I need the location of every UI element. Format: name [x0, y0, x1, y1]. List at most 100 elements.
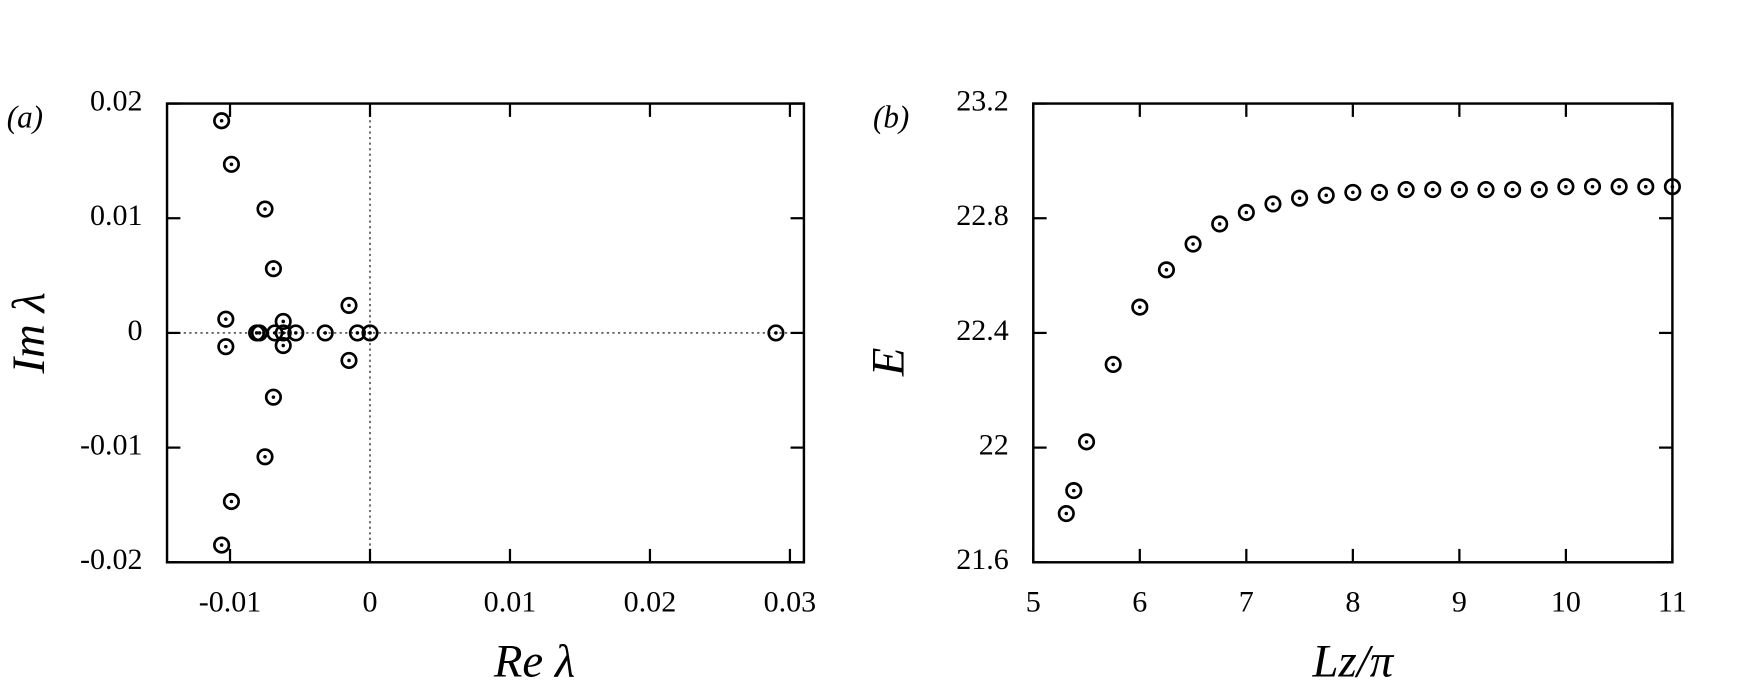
point	[1211, 215, 1229, 233]
x-tick-label: 9	[1452, 585, 1467, 619]
point-center	[1217, 222, 1222, 226]
y-tick-label: 0	[128, 313, 143, 347]
x-tick-label: 0.01	[484, 585, 537, 619]
point-ring	[1477, 180, 1495, 199]
x-axis-label: Lz/π	[1312, 636, 1395, 688]
point-center	[1404, 187, 1408, 192]
point-center	[347, 358, 351, 363]
point	[1184, 235, 1202, 253]
point-center	[229, 162, 234, 167]
point-center	[254, 331, 259, 335]
point-center	[1537, 187, 1542, 192]
y-tick-label: 22.8	[956, 198, 1009, 232]
x-tick-label: 7	[1239, 585, 1254, 619]
point-ring	[1077, 433, 1096, 451]
point-ring	[222, 155, 240, 173]
point	[1504, 180, 1522, 199]
point	[1530, 180, 1548, 199]
point-center	[1510, 187, 1515, 192]
point-center	[224, 317, 228, 321]
x-tick-label: 10	[1551, 585, 1581, 619]
point-center	[219, 543, 224, 547]
point	[1131, 298, 1149, 316]
panel-label: (b)	[873, 99, 909, 134]
point-center	[1324, 193, 1328, 198]
point-center	[263, 454, 267, 459]
point-center	[294, 331, 298, 335]
point-center	[1191, 242, 1195, 246]
point	[361, 324, 379, 342]
point-center	[1071, 488, 1076, 493]
point-center	[1111, 362, 1115, 367]
point-center	[229, 499, 234, 504]
point-center	[1590, 184, 1595, 189]
point-center	[224, 344, 228, 349]
point-ring	[767, 324, 785, 342]
x-tick-label: 0.02	[624, 585, 677, 619]
x-tick-label: -0.01	[199, 585, 262, 619]
y-tick-label: 22	[979, 428, 1009, 462]
panel-label: (a)	[7, 99, 43, 134]
point-ring	[213, 112, 231, 130]
point-ring	[361, 324, 379, 342]
point	[1237, 203, 1255, 222]
point-ring	[1211, 215, 1229, 233]
point	[1157, 261, 1176, 279]
x-tick-label: 0.03	[764, 585, 817, 619]
point	[256, 200, 274, 218]
point-center	[1351, 190, 1355, 195]
point-ring	[1104, 355, 1122, 374]
point	[264, 388, 282, 406]
point-ring	[217, 338, 235, 356]
point-center	[1271, 202, 1275, 206]
point-ring	[316, 324, 334, 342]
point-ring	[1450, 180, 1468, 199]
point-ring	[287, 324, 305, 342]
point-center	[1430, 187, 1435, 192]
point	[340, 296, 358, 314]
point-center	[1064, 511, 1069, 516]
point	[1317, 186, 1335, 204]
y-tick-label: 21.6	[956, 542, 1009, 576]
point-center	[1564, 184, 1568, 189]
point-ring	[256, 200, 274, 218]
point	[348, 324, 366, 342]
x-tick-label: 6	[1132, 585, 1147, 619]
x-tick-label: 11	[1658, 585, 1687, 619]
point	[316, 324, 334, 342]
point	[217, 338, 235, 356]
point-center	[1138, 305, 1142, 309]
point-ring	[1131, 298, 1149, 316]
point-ring	[348, 324, 366, 342]
point-center	[271, 395, 276, 399]
point-ring	[1583, 178, 1602, 196]
x-tick-label: 8	[1345, 585, 1360, 619]
point-ring	[1237, 203, 1255, 222]
point-ring	[1610, 178, 1628, 196]
y-tick-label: 22.4	[956, 313, 1009, 347]
point	[1291, 189, 1309, 207]
point-center	[257, 331, 262, 335]
point	[264, 260, 282, 278]
point-ring	[340, 296, 358, 314]
point-ring	[1065, 482, 1083, 500]
point-ring	[1397, 180, 1415, 199]
point	[213, 536, 231, 554]
x-tick-label: 5	[1026, 585, 1041, 619]
y-tick-label: -0.02	[80, 542, 143, 576]
point-ring	[274, 312, 292, 331]
point	[1424, 180, 1442, 199]
x-tick-label: 0	[362, 585, 377, 619]
point-ring	[1530, 180, 1548, 199]
point-center	[1244, 210, 1249, 215]
y-axis-label: Im λ	[3, 292, 55, 374]
point-ring	[1184, 235, 1202, 253]
point-ring	[1264, 195, 1282, 213]
point	[1104, 355, 1122, 374]
point-center	[281, 331, 285, 335]
point-ring	[217, 310, 235, 328]
point-center	[1643, 184, 1648, 189]
point	[1583, 178, 1602, 196]
y-tick-label: 23.2	[956, 83, 1009, 117]
